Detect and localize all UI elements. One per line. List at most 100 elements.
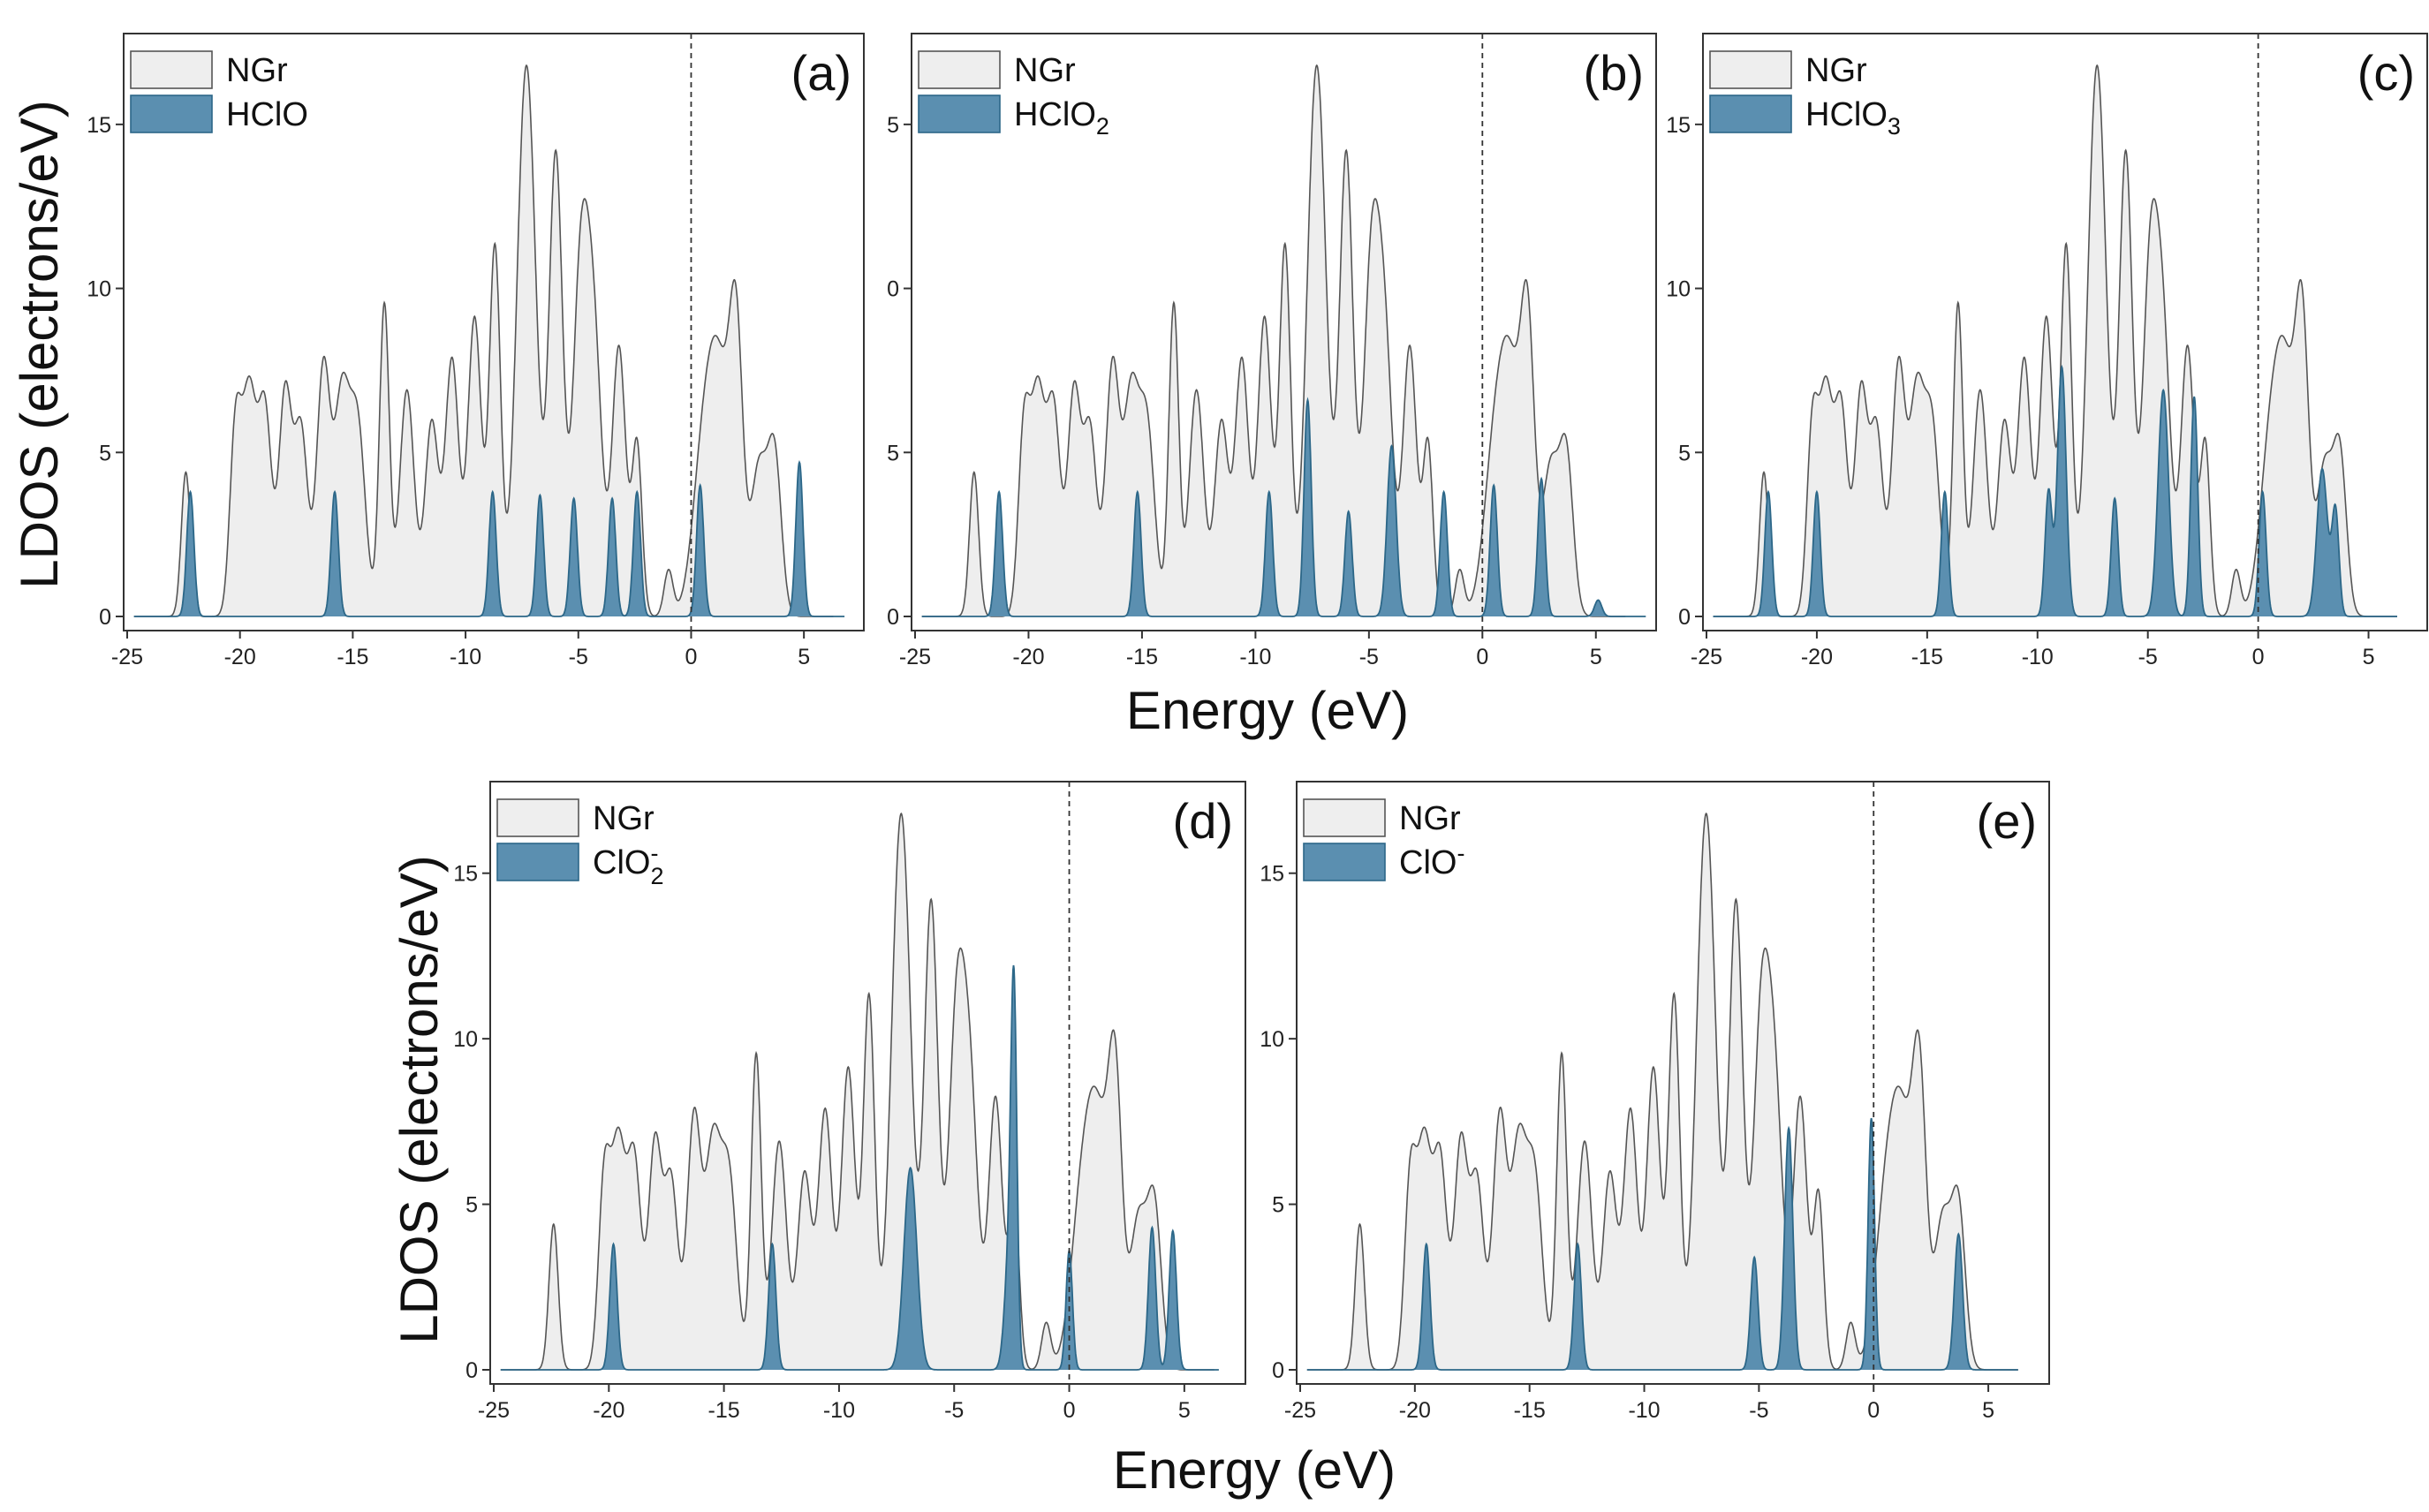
x-tick-label-a: -25 bbox=[111, 645, 143, 669]
adsorbate-line-b bbox=[921, 397, 1646, 617]
x-tick-label-e: 0 bbox=[1867, 1398, 1880, 1423]
x-tick-label-a: -10 bbox=[450, 645, 481, 669]
x-tick-label-d: 0 bbox=[1063, 1398, 1076, 1423]
legend-label-adsorbate-e: ClO- bbox=[1399, 840, 1464, 881]
adsorbate-line-e bbox=[1306, 1117, 2018, 1371]
x-tick-label-b: 5 bbox=[1590, 645, 1602, 669]
plot-frame-e bbox=[1296, 781, 2050, 1385]
panel-label-a: (a) bbox=[791, 45, 851, 101]
legend-label-adsorbate-a: HClO bbox=[226, 96, 308, 133]
legend-label-adsorbate-c: HClO3 bbox=[1805, 96, 1901, 140]
x-tick-label-a: 0 bbox=[685, 645, 698, 669]
legend-swatch-adsorbate-d bbox=[496, 843, 579, 881]
panel-label-e: (e) bbox=[1977, 793, 2037, 849]
y-tick-label-a: 15 bbox=[87, 113, 111, 138]
legend-label-ngr-b: NGr bbox=[1014, 52, 1076, 89]
y-axis-label-bottom: LDOS (electrons/eV) bbox=[390, 855, 449, 1344]
plot-area-d bbox=[500, 812, 1219, 1371]
y-tick-label-a: 10 bbox=[87, 277, 111, 302]
adsorbate-area-c bbox=[1724, 367, 2380, 616]
y-tick-label-e: 10 bbox=[1260, 1027, 1284, 1052]
y-tick-label-d: 15 bbox=[453, 862, 478, 887]
x-tick-label-e: -10 bbox=[1628, 1398, 1660, 1423]
x-tick-label-d: -10 bbox=[823, 1398, 855, 1423]
legend-swatch-adsorbate-b bbox=[918, 94, 1001, 133]
adsorbate-area-a bbox=[145, 462, 845, 616]
legend-swatch-ngr-c bbox=[1709, 50, 1792, 89]
x-tick-label-a: -20 bbox=[224, 645, 256, 669]
x-tick-label-d: -15 bbox=[708, 1398, 740, 1423]
x-tick-label-e: -25 bbox=[1284, 1398, 1316, 1423]
ngr-area-d bbox=[505, 813, 1210, 1370]
x-axis-label-bottom: Energy (eV) bbox=[1113, 1440, 1396, 1500]
x-tick-label-d: -20 bbox=[593, 1398, 624, 1423]
legend-label-ngr-a: NGr bbox=[226, 52, 288, 89]
plot-frame-b bbox=[911, 33, 1657, 631]
legend-label-adsorbate-d: ClO-2 bbox=[593, 840, 663, 889]
plot-area-c bbox=[1713, 64, 2397, 617]
x-tick-label-b: -20 bbox=[1012, 645, 1044, 669]
plot-frame-d bbox=[489, 781, 1246, 1385]
plot-area-a bbox=[133, 64, 845, 617]
x-tick-label-e: 5 bbox=[1982, 1398, 1994, 1423]
legend-swatch-adsorbate-c bbox=[1709, 94, 1792, 133]
x-tick-label-b: -5 bbox=[1359, 645, 1379, 669]
y-tick-label-a: 5 bbox=[99, 441, 111, 465]
ngr-area-e bbox=[1312, 813, 2014, 1370]
x-tick-label-b: -25 bbox=[899, 645, 931, 669]
ngr-area-b bbox=[926, 65, 1621, 616]
adsorbate-line-c bbox=[1713, 365, 2397, 617]
y-tick-label-c: 10 bbox=[1666, 277, 1691, 302]
legend-label-adsorbate-b: HClO2 bbox=[1014, 96, 1109, 140]
legend-swatch-ngr-e bbox=[1303, 798, 1386, 837]
x-axis-label-top: Energy (eV) bbox=[1126, 681, 1409, 740]
legend-label-ngr-d: NGr bbox=[593, 800, 655, 837]
legend-label-ngr-c: NGr bbox=[1805, 52, 1867, 89]
panel-label-c: (c) bbox=[2357, 45, 2415, 101]
x-tick-label-a: 5 bbox=[798, 645, 810, 669]
x-tick-label-d: -5 bbox=[944, 1398, 964, 1423]
ngr-line-e bbox=[1306, 812, 2018, 1371]
plot-area-e bbox=[1306, 812, 2018, 1371]
panel-a: -25 -20 -15 -10 -5 0 5 0 5 10 15 (a) NGr HClO bbox=[87, 33, 865, 669]
x-tick-label-b: 0 bbox=[1476, 645, 1488, 669]
ngr-line-a bbox=[133, 64, 834, 617]
adsorbate-area-d bbox=[567, 965, 1219, 1370]
x-tick-label-b: -10 bbox=[1239, 645, 1271, 669]
y-tick-label-a: 0 bbox=[99, 605, 111, 630]
panel-b: -25 -20 -15 -10 -5 0 5 0 5 0 5 (b) NGr HClO2 bbox=[887, 33, 1657, 669]
legend-label-ngr-e: NGr bbox=[1399, 800, 1461, 837]
adsorbate-line-a bbox=[133, 459, 845, 617]
y-tick-label-b: 0 bbox=[887, 277, 899, 302]
plot-frame-a bbox=[123, 33, 865, 631]
y-tick-label-b: 5 bbox=[887, 441, 899, 465]
ngr-line-d bbox=[500, 812, 1214, 1371]
x-tick-label-e: -5 bbox=[1749, 1398, 1768, 1423]
x-tick-label-a: -5 bbox=[569, 645, 588, 669]
y-tick-label-d: 0 bbox=[465, 1358, 478, 1383]
y-tick-label-d: 5 bbox=[465, 1193, 478, 1218]
y-tick-label-c: 15 bbox=[1666, 113, 1691, 138]
x-tick-label-a: -15 bbox=[337, 645, 368, 669]
x-tick-label-c: 0 bbox=[2252, 645, 2265, 669]
ngr-line-b bbox=[921, 64, 1626, 617]
x-tick-label-c: 5 bbox=[2363, 645, 2375, 669]
plot-area-b bbox=[921, 64, 1646, 617]
y-tick-label-e: 0 bbox=[1272, 1358, 1284, 1383]
y-tick-label-e: 15 bbox=[1260, 862, 1284, 887]
legend-swatch-ngr-d bbox=[496, 798, 579, 837]
x-tick-label-c: -15 bbox=[1911, 645, 1943, 669]
y-tick-label-e: 5 bbox=[1272, 1193, 1284, 1218]
ngr-area-a bbox=[138, 65, 829, 616]
legend-swatch-ngr-a bbox=[130, 50, 213, 89]
y-tick-label-b: 0 bbox=[887, 605, 899, 630]
legend-swatch-adsorbate-a bbox=[130, 94, 213, 133]
plot-frame-c bbox=[1702, 33, 2428, 631]
legend-swatch-adsorbate-e bbox=[1303, 843, 1386, 881]
legend-swatch-ngr-b bbox=[918, 50, 1001, 89]
adsorbate-line-d bbox=[500, 964, 1219, 1371]
y-tick-label-b: 5 bbox=[887, 113, 899, 138]
